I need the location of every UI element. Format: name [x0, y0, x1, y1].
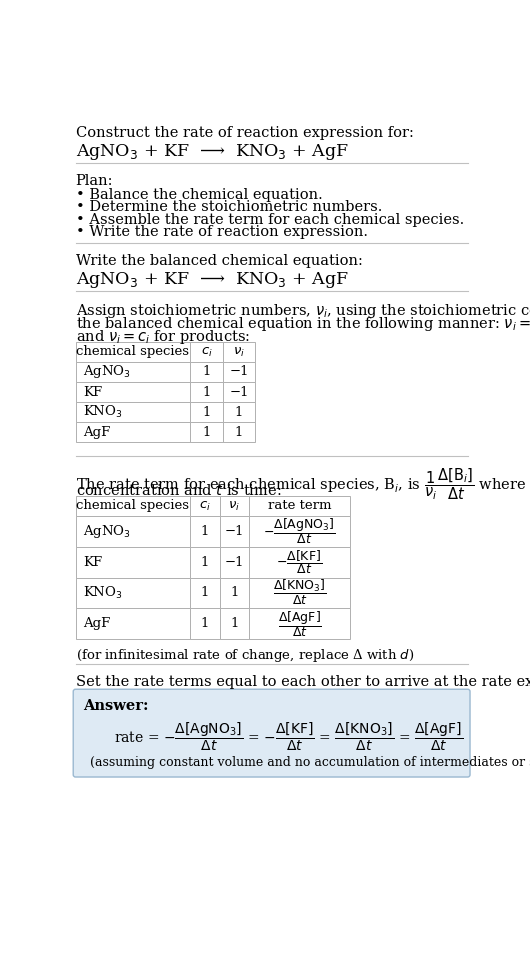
- Text: 1: 1: [202, 426, 211, 438]
- Text: KF: KF: [83, 555, 102, 569]
- Text: $-\dfrac{\Delta[\mathrm{AgNO_3}]}{\Delta t}$: $-\dfrac{\Delta[\mathrm{AgNO_3}]}{\Delta…: [263, 516, 336, 547]
- Text: Set the rate terms equal to each other to arrive at the rate expression:: Set the rate terms equal to each other t…: [76, 674, 530, 689]
- Text: 1: 1: [230, 617, 239, 630]
- Bar: [76, 496, 190, 516]
- Text: Answer:: Answer:: [83, 699, 149, 713]
- Text: 1: 1: [201, 555, 209, 569]
- Text: 1: 1: [201, 525, 209, 538]
- Text: Plan:: Plan:: [76, 174, 113, 188]
- FancyBboxPatch shape: [73, 689, 470, 777]
- Bar: [223, 402, 255, 422]
- Bar: [223, 362, 255, 382]
- Bar: [190, 516, 220, 547]
- Bar: [190, 382, 223, 402]
- Text: AgNO$_3$: AgNO$_3$: [83, 523, 131, 540]
- Bar: [220, 547, 249, 578]
- Text: −1: −1: [229, 365, 249, 379]
- Bar: [190, 402, 223, 422]
- Text: the balanced chemical equation in the following manner: $\nu_i = -c_i$ for react: the balanced chemical equation in the fo…: [76, 315, 530, 333]
- Text: AgF: AgF: [83, 426, 111, 438]
- Bar: [249, 496, 350, 516]
- Text: KNO$_3$: KNO$_3$: [83, 585, 123, 601]
- Bar: [76, 516, 190, 547]
- Text: 1: 1: [235, 406, 243, 419]
- Text: $\dfrac{\Delta[\mathrm{AgF}]}{\Delta t}$: $\dfrac{\Delta[\mathrm{AgF}]}{\Delta t}$: [278, 609, 322, 638]
- Text: $\nu_i$: $\nu_i$: [228, 500, 241, 512]
- Bar: [76, 342, 190, 362]
- Text: • Assemble the rate term for each chemical species.: • Assemble the rate term for each chemic…: [76, 213, 464, 226]
- Text: 1: 1: [230, 587, 239, 599]
- Text: KF: KF: [83, 386, 102, 398]
- Bar: [220, 608, 249, 639]
- Bar: [190, 547, 220, 578]
- Text: Write the balanced chemical equation:: Write the balanced chemical equation:: [76, 254, 363, 268]
- Bar: [76, 578, 190, 608]
- Text: KNO$_3$: KNO$_3$: [83, 404, 123, 420]
- Text: Assign stoichiometric numbers, $\nu_i$, using the stoichiometric coefficients, $: Assign stoichiometric numbers, $\nu_i$, …: [76, 302, 530, 320]
- Text: chemical species: chemical species: [76, 500, 189, 512]
- Bar: [76, 382, 190, 402]
- Bar: [220, 516, 249, 547]
- Bar: [249, 516, 350, 547]
- Text: chemical species: chemical species: [76, 346, 189, 358]
- Text: $c_i$: $c_i$: [199, 500, 211, 512]
- Bar: [190, 362, 223, 382]
- Text: −1: −1: [225, 555, 244, 569]
- Bar: [76, 362, 190, 382]
- Text: (for infinitesimal rate of change, replace Δ with $d$): (for infinitesimal rate of change, repla…: [76, 647, 414, 664]
- Text: rate term: rate term: [268, 500, 331, 512]
- Text: Construct the rate of reaction expression for:: Construct the rate of reaction expressio…: [76, 126, 413, 141]
- Text: rate = $-\dfrac{\Delta[\mathrm{AgNO_3}]}{\Delta t}$ = $-\dfrac{\Delta[\mathrm{KF: rate = $-\dfrac{\Delta[\mathrm{AgNO_3}]}…: [114, 721, 463, 753]
- Bar: [223, 342, 255, 362]
- Text: • Balance the chemical equation.: • Balance the chemical equation.: [76, 188, 322, 202]
- Text: AgNO$_3$ + KF  ⟶  KNO$_3$ + AgF: AgNO$_3$ + KF ⟶ KNO$_3$ + AgF: [76, 269, 348, 290]
- Bar: [76, 547, 190, 578]
- Text: 1: 1: [202, 386, 211, 398]
- Bar: [220, 496, 249, 516]
- Bar: [190, 608, 220, 639]
- Text: $-\dfrac{\Delta[\mathrm{KF}]}{\Delta t}$: $-\dfrac{\Delta[\mathrm{KF}]}{\Delta t}$: [277, 549, 323, 576]
- Text: $\dfrac{\Delta[\mathrm{KNO_3}]}{\Delta t}$: $\dfrac{\Delta[\mathrm{KNO_3}]}{\Delta t…: [272, 579, 326, 607]
- Text: • Write the rate of reaction expression.: • Write the rate of reaction expression.: [76, 224, 367, 239]
- Text: (assuming constant volume and no accumulation of intermediates or side products): (assuming constant volume and no accumul…: [90, 756, 530, 769]
- Text: concentration and $t$ is time:: concentration and $t$ is time:: [76, 482, 281, 498]
- Bar: [76, 402, 190, 422]
- Text: • Determine the stoichiometric numbers.: • Determine the stoichiometric numbers.: [76, 200, 382, 215]
- Bar: [76, 422, 190, 442]
- Text: AgNO$_3$: AgNO$_3$: [83, 363, 131, 381]
- Bar: [190, 578, 220, 608]
- Text: AgF: AgF: [83, 617, 111, 630]
- Bar: [190, 496, 220, 516]
- Text: $c_i$: $c_i$: [201, 346, 213, 358]
- Text: $\nu_i$: $\nu_i$: [233, 346, 245, 358]
- Text: 1: 1: [201, 587, 209, 599]
- Bar: [190, 342, 223, 362]
- Bar: [223, 422, 255, 442]
- Text: The rate term for each chemical species, B$_i$, is $\dfrac{1}{\nu_i}\dfrac{\Delt: The rate term for each chemical species,…: [76, 467, 530, 503]
- Bar: [249, 547, 350, 578]
- Text: 1: 1: [201, 617, 209, 630]
- Text: 1: 1: [235, 426, 243, 438]
- Bar: [220, 578, 249, 608]
- Bar: [249, 578, 350, 608]
- Text: −1: −1: [225, 525, 244, 538]
- Bar: [190, 422, 223, 442]
- Bar: [76, 608, 190, 639]
- Text: 1: 1: [202, 365, 211, 379]
- Text: AgNO$_3$ + KF  ⟶  KNO$_3$ + AgF: AgNO$_3$ + KF ⟶ KNO$_3$ + AgF: [76, 142, 348, 162]
- Bar: [249, 608, 350, 639]
- Text: 1: 1: [202, 406, 211, 419]
- Text: and $\nu_i = c_i$ for products:: and $\nu_i = c_i$ for products:: [76, 328, 250, 346]
- Text: −1: −1: [229, 386, 249, 398]
- Bar: [223, 382, 255, 402]
